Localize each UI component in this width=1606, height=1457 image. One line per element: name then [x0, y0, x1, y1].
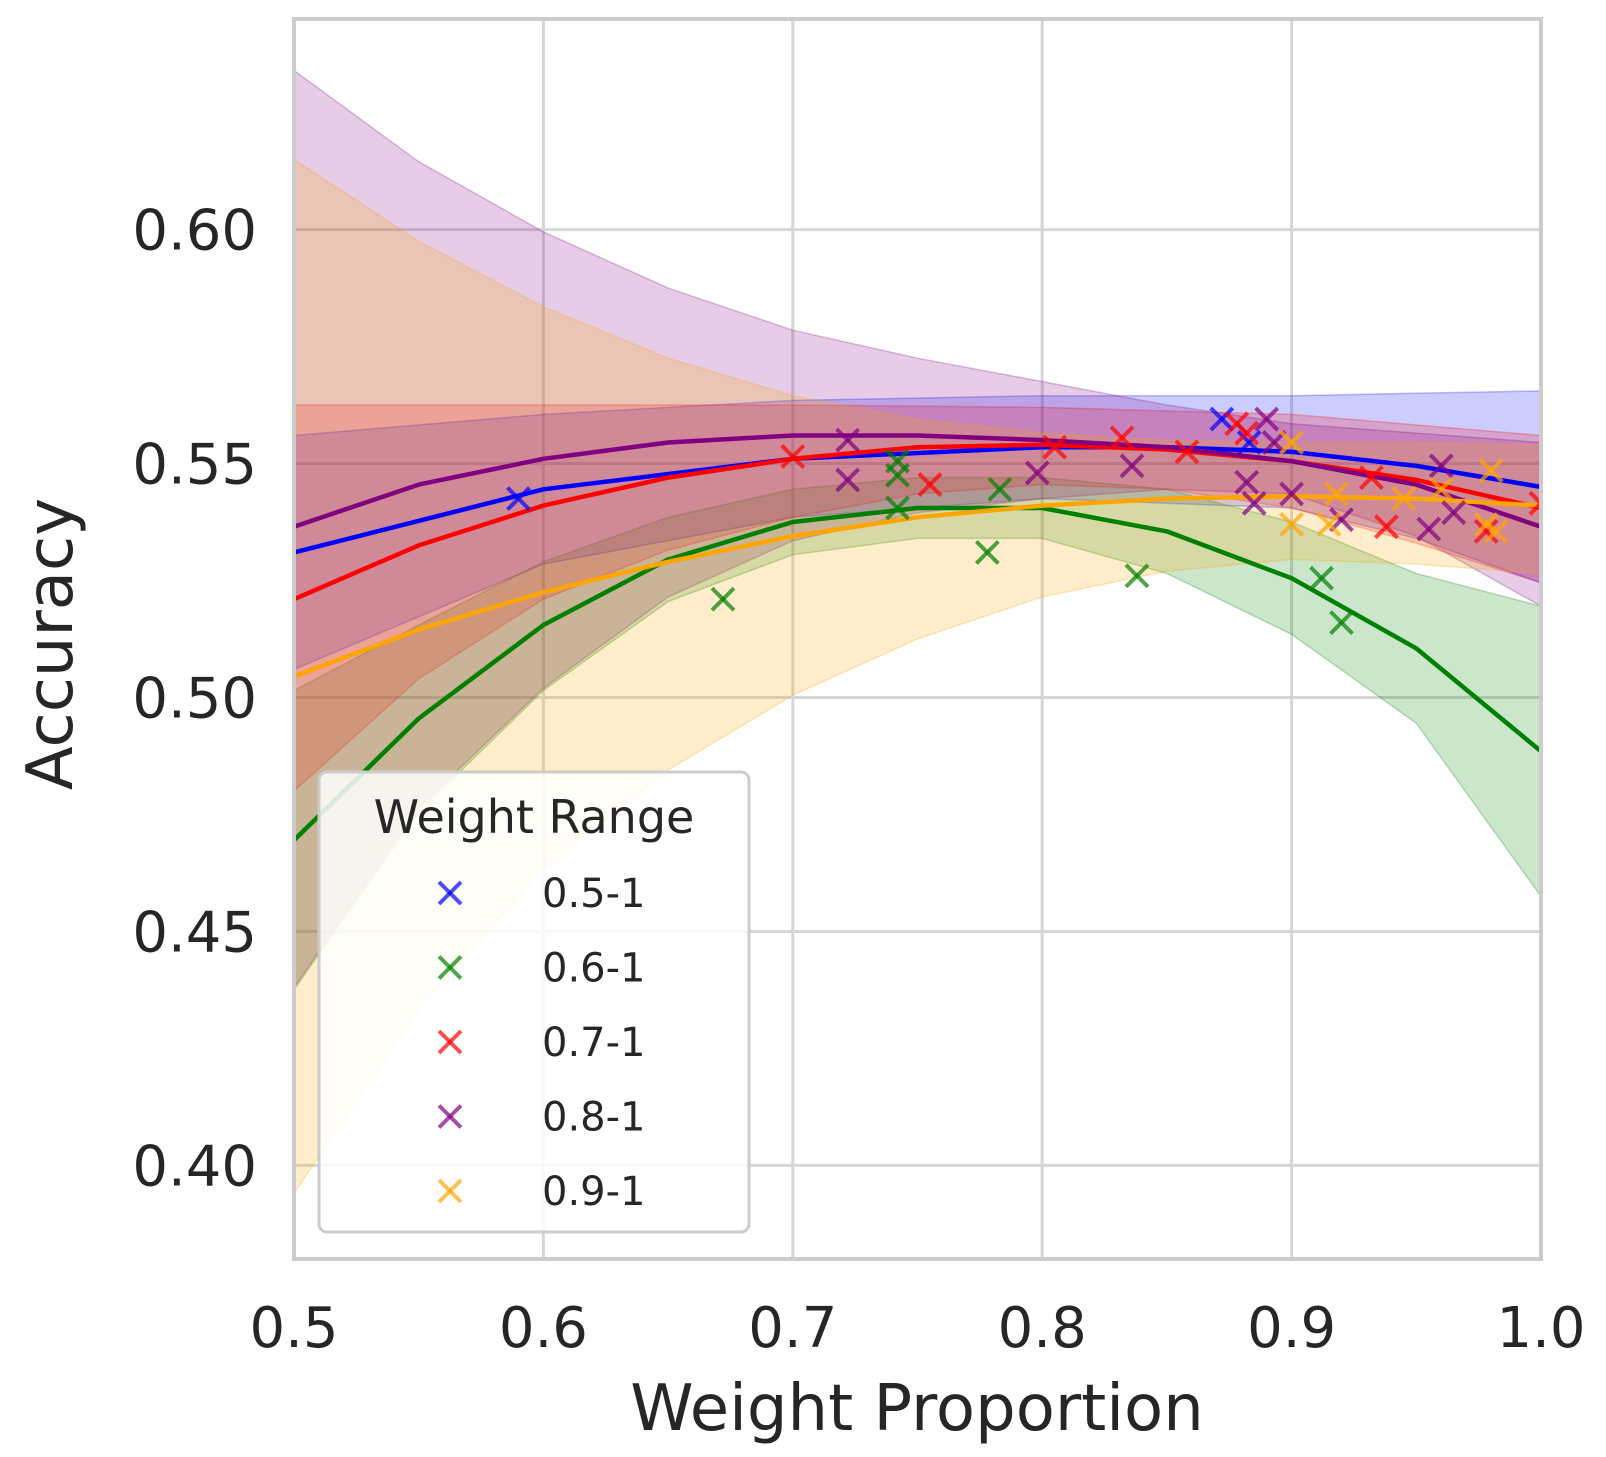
point-0.7-1: [1174, 439, 1200, 465]
legend-marker: [437, 955, 463, 980]
legend-label: 0.7-1: [542, 1020, 646, 1066]
point-0.6-1: [974, 540, 1000, 565]
point-0.7-1: [780, 444, 806, 469]
point-0.9-1: [1428, 476, 1454, 502]
point-0.8-1: [1279, 481, 1305, 507]
x-tick-label: 0.9: [1247, 1296, 1336, 1361]
legend-marker: [437, 1029, 463, 1055]
point-0.6-1: [1124, 563, 1150, 589]
x-axis-label: Weight Proportion: [630, 1372, 1204, 1446]
y-axis-label: Accuracy: [14, 498, 88, 790]
point-0.9-1: [1324, 481, 1349, 507]
point-0.9-1: [1316, 511, 1342, 537]
point-0.7-1: [1373, 514, 1399, 540]
legend: Weight Range 0.5-1 0.6-1 0.7-1 0.8-1 0.9-1: [317, 770, 751, 1234]
scatter-points: [506, 406, 1541, 636]
x-axis-ticks: 0.5 0.6 0.7 0.8 0.9 1.0: [249, 1296, 1585, 1361]
point-0.6-1: [885, 462, 910, 488]
point-0.6-1: [1309, 565, 1334, 591]
band-0.5-1: [294, 390, 1541, 671]
point-0.7-1: [1473, 518, 1499, 544]
y-tick-label: 0.60: [132, 199, 257, 264]
x-tick-label: 0.8: [998, 1296, 1087, 1361]
legend-label: 0.9-1: [542, 1169, 646, 1215]
legend-item-0.7-1: 0.7-1: [437, 1020, 646, 1066]
fit-line-0.8-1: [294, 433, 1541, 529]
legend-items: 0.5-1 0.6-1 0.7-1 0.8-1 0.9-1: [437, 871, 646, 1215]
legend-marker: [437, 880, 463, 906]
plot-frame: [292, 17, 1543, 1261]
legend-item-0.5-1: 0.5-1: [437, 871, 646, 917]
point-0.8-1: [1416, 516, 1442, 542]
legend-marker: [437, 1104, 463, 1129]
point-0.5-1: [506, 486, 531, 512]
y-tick-label: 0.55: [132, 433, 257, 498]
point-0.7-1: [1234, 420, 1260, 446]
legend-label: 0.5-1: [542, 871, 646, 917]
x-tick-label: 1.0: [1496, 1296, 1585, 1361]
point-0.7-1: [917, 472, 943, 497]
point-0.8-1: [835, 467, 861, 493]
y-axis-ticks: 0.40 0.45 0.50 0.55 0.60: [132, 199, 257, 1200]
point-0.9-1: [1478, 458, 1504, 483]
point-0.9-1: [1483, 518, 1509, 544]
x-tick-label: 0.6: [499, 1296, 588, 1361]
point-0.7-1: [1358, 465, 1384, 490]
point-0.8-1: [1254, 406, 1280, 432]
point-0.6-1: [1329, 610, 1354, 636]
point-0.8-1: [1428, 453, 1454, 479]
x-tick-label: 0.7: [748, 1296, 837, 1361]
point-0.8-1: [1241, 490, 1267, 516]
fit-line-0.6-1: [294, 505, 1541, 843]
x-tick-label: 0.5: [249, 1296, 338, 1361]
point-0.9-1: [1279, 511, 1305, 537]
legend-box: [317, 770, 751, 1234]
y-tick-label: 0.40: [132, 1134, 257, 1199]
legend-label: 0.8-1: [542, 1095, 646, 1141]
legend-item-0.9-1: 0.9-1: [437, 1169, 646, 1215]
legend-item-0.8-1: 0.8-1: [437, 1095, 646, 1141]
legend-label: 0.6-1: [542, 946, 646, 992]
point-0.7-1: [1042, 434, 1068, 460]
point-0.9-1: [1279, 430, 1305, 455]
y-tick-label: 0.50: [132, 666, 257, 731]
point-0.9-1: [1391, 486, 1417, 512]
band-0.8-1: [294, 69, 1541, 989]
legend-title: Weight Range: [374, 790, 695, 844]
point-0.8-1: [1119, 453, 1145, 479]
confidence-bands: [294, 69, 1541, 1195]
band-0.6-1: [294, 476, 1541, 992]
point-0.5-1: [1209, 406, 1235, 432]
legend-marker: [437, 1178, 463, 1204]
point-0.8-1: [1234, 469, 1260, 495]
point-0.6-1: [710, 586, 736, 612]
legend-item-0.6-1: 0.6-1: [437, 946, 646, 992]
point-0.7-1: [1109, 425, 1135, 451]
y-tick-label: 0.45: [132, 900, 257, 965]
point-0.8-1: [1024, 460, 1050, 486]
point-0.8-1: [1441, 500, 1467, 526]
point-0.7-1: [1528, 490, 1541, 516]
point-0.6-1: [885, 495, 910, 521]
point-0.8-1: [835, 427, 861, 453]
point-0.6-1: [987, 476, 1013, 502]
